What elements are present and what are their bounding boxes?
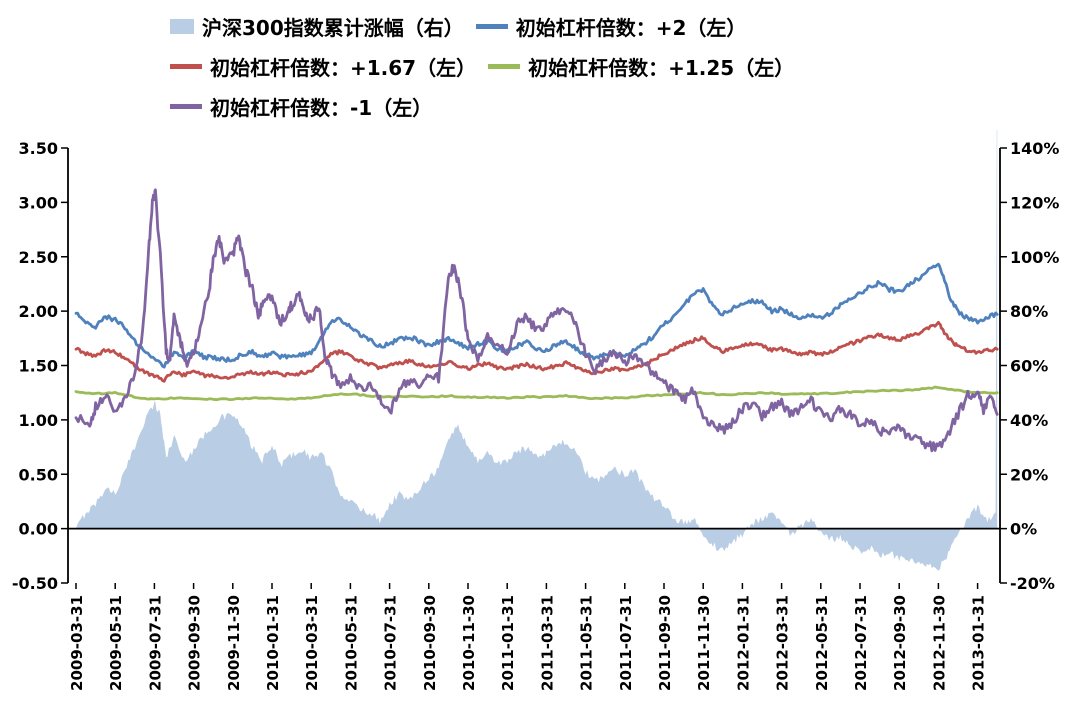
right-axis-label: 120% xyxy=(1010,193,1059,212)
left-axis-label: 0.50 xyxy=(19,465,58,484)
x-axis-label: 2011-01-31 xyxy=(499,595,517,691)
legend-label: 初始杠杆倍数：+1.67（左） xyxy=(210,55,477,80)
x-axis-label: 2009-09-30 xyxy=(186,595,204,691)
line-series-4 xyxy=(74,188,999,453)
x-axis-label: 2009-03-31 xyxy=(68,595,86,691)
legend-line-swatch-icon xyxy=(488,63,521,69)
legend-row-1: 初始杠杆倍数：+1.67（左） 初始杠杆倍数：+1.25（左） xyxy=(170,46,950,86)
x-axis-label: 2011-09-30 xyxy=(656,595,674,691)
right-axis-label: 100% xyxy=(1010,248,1059,267)
right-axis-label: 0% xyxy=(1010,520,1037,539)
right-axis-label: 80% xyxy=(1010,302,1048,321)
left-axis-label: 2.00 xyxy=(19,302,58,321)
right-axis-label: 40% xyxy=(1010,411,1048,430)
legend-row-0: 沪深300指数累计涨幅（右） 初始杠杆倍数：+2（左） xyxy=(170,6,950,46)
legend-line-swatch-icon xyxy=(475,23,508,29)
x-axis-label: 2013-01-31 xyxy=(970,595,988,691)
area-series-hs300 xyxy=(76,130,998,571)
legend-line-swatch-icon xyxy=(170,63,202,69)
x-axis-label: 2010-07-31 xyxy=(382,595,400,691)
x-axis-label: 2012-07-31 xyxy=(852,595,870,691)
x-axis-label: 2011-07-31 xyxy=(617,595,635,691)
legend-label: 初始杠杆倍数：+1.25（左） xyxy=(528,55,795,80)
legend-label: 初始杠杆倍数：+2（左） xyxy=(515,15,747,40)
legend-line-swatch-icon xyxy=(170,103,202,109)
left-axis-label: 3.00 xyxy=(19,193,58,212)
legend-row-2: 初始杠杆倍数：-1（左） xyxy=(170,86,950,126)
x-axis-label: 2012-11-30 xyxy=(930,595,948,691)
right-axis-label: 140% xyxy=(1010,139,1059,158)
x-axis-label: 2011-03-31 xyxy=(538,595,556,691)
right-axis-label: -20% xyxy=(1010,574,1055,593)
right-axis-label: 60% xyxy=(1010,357,1048,376)
x-axis-label: 2012-05-31 xyxy=(813,595,831,691)
left-axis-label: 2.50 xyxy=(19,248,58,267)
x-axis-label: 2010-09-30 xyxy=(421,595,439,691)
x-axis-label: 2010-03-31 xyxy=(303,595,321,691)
x-axis-label: 2009-07-31 xyxy=(146,595,164,691)
legend-item-3: 初始杠杆倍数：+1.25（左） xyxy=(488,52,794,81)
x-axis-label: 2012-03-31 xyxy=(774,595,792,691)
x-axis-label: 2012-01-31 xyxy=(734,595,752,691)
legend-area-swatch-icon xyxy=(170,18,194,34)
line-series-1 xyxy=(74,262,999,369)
x-axis-label: 2010-01-31 xyxy=(264,595,282,691)
line-series-2 xyxy=(74,320,999,383)
x-axis-label: 2011-05-31 xyxy=(578,595,596,691)
left-axis-label: 1.00 xyxy=(19,411,58,430)
right-axis-label: 20% xyxy=(1010,465,1048,484)
legend-item-4: 初始杠杆倍数：-1（左） xyxy=(170,92,432,121)
legend-item-0: 沪深300指数累计涨幅（右） xyxy=(170,12,464,41)
line-series-3 xyxy=(74,385,999,402)
x-axis-label: 2012-09-30 xyxy=(891,595,909,691)
legend-label: 初始杠杆倍数：-1（左） xyxy=(210,95,433,120)
x-axis-label: 2009-11-30 xyxy=(225,595,243,691)
legend-item-2: 初始杠杆倍数：+1.67（左） xyxy=(170,52,476,81)
x-axis-label: 2009-05-31 xyxy=(107,595,125,691)
x-axis-label: 2010-05-31 xyxy=(342,595,360,691)
x-axis-label: 2010-11-30 xyxy=(460,595,478,691)
plot-area: 3.50 3.00 2.50 2.00 1.50 1.00 0.50 0.00 -0.50 140… xyxy=(12,130,1059,691)
legend-label: 沪深300指数累计涨幅（右） xyxy=(202,15,464,40)
chart-legend: 沪深300指数累计涨幅（右） 初始杠杆倍数：+2（左） 初始杠杆倍数：+1.67（左… xyxy=(170,6,950,126)
left-axis-label: 3.50 xyxy=(19,139,58,158)
left-axis-label: -0.50 xyxy=(12,574,58,593)
left-axis-label: 1.50 xyxy=(19,357,58,376)
legend-item-1: 初始杠杆倍数：+2（左） xyxy=(475,12,747,41)
x-axis-label: 2011-11-30 xyxy=(695,595,713,691)
left-axis-label: 0.00 xyxy=(19,520,58,539)
